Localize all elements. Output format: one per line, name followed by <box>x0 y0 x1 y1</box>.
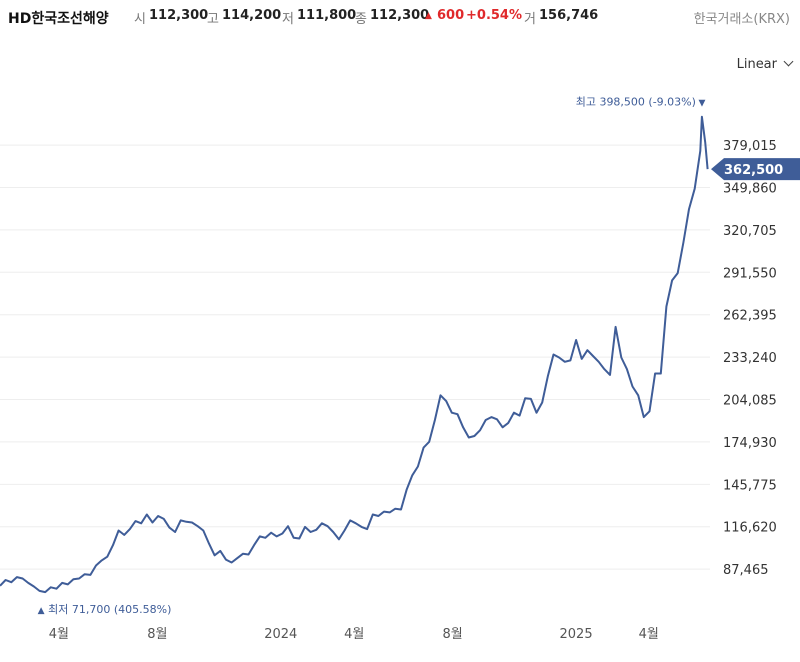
x-tick-label: 2025 <box>560 627 593 642</box>
high-label: 고 <box>207 12 219 27</box>
current-price-tag <box>711 158 800 181</box>
stock-header: HD한국조선해양 시 112,300 고 114,200 저 111,800 종… <box>0 0 800 36</box>
volume-value: 156,746 <box>539 8 599 23</box>
stock-name[interactable]: HD한국조선해양 <box>8 11 109 27</box>
change-percent: +0.54% <box>466 8 522 23</box>
low-label: 저 <box>282 12 294 27</box>
open-label: 시 <box>134 12 146 27</box>
open-value: 112,300 <box>149 8 209 23</box>
y-tick-label: 233,240 <box>723 351 777 366</box>
y-tick-label: 116,620 <box>723 521 777 536</box>
scale-dropdown[interactable]: Linear <box>736 56 794 72</box>
low-value: 111,800 <box>297 8 357 23</box>
low-marker-arrow-icon: ▲ <box>38 606 45 616</box>
chevron-down-icon <box>783 56 794 67</box>
x-tick-label: 2024 <box>264 627 297 642</box>
y-tick-label: 174,930 <box>723 436 777 451</box>
y-tick-label: 87,465 <box>723 563 769 578</box>
high-value: 114,200 <box>222 8 282 23</box>
x-tick-label: 8월 <box>147 627 167 642</box>
low-marker-label: 최저 71,700 (405.58%) <box>48 603 171 616</box>
x-tick-label: 4월 <box>49 627 69 642</box>
high-marker-arrow-icon: ▼ <box>698 99 705 109</box>
y-tick-label: 145,775 <box>723 478 777 493</box>
price-line <box>0 115 709 594</box>
y-tick-label: 320,705 <box>723 224 777 239</box>
x-tick-label: 4월 <box>344 627 364 642</box>
y-tick-label: 379,015 <box>723 139 777 154</box>
y-tick-label: 204,085 <box>723 394 777 409</box>
close-value: 112,300 <box>370 8 430 23</box>
close-label: 종 <box>355 12 367 27</box>
y-tick-label: 262,395 <box>723 309 777 324</box>
change-value: 600 <box>437 8 465 23</box>
exchange-name: 한국거래소(KRX) <box>693 12 790 27</box>
current-price-label: 362,500 <box>724 163 783 178</box>
high-marker-label: 최고 398,500 (-9.03%) <box>576 96 696 109</box>
scale-label: Linear <box>736 57 777 72</box>
volume-label: 거 <box>524 12 536 27</box>
y-tick-label: 349,860 <box>723 181 777 196</box>
x-tick-label: 4월 <box>639 627 659 642</box>
y-tick-label: 291,550 <box>723 266 777 281</box>
x-tick-label: 8월 <box>443 627 463 642</box>
change-arrow-icon: ▲ <box>425 11 432 21</box>
